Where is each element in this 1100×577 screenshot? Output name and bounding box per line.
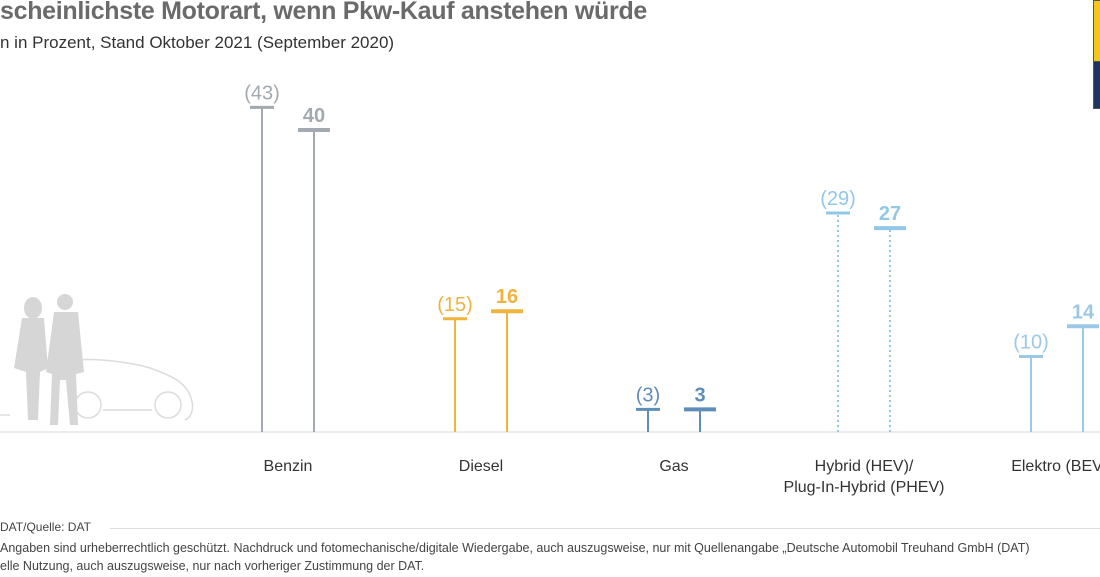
chart-subtitle: n in Prozent, Stand Oktober 2021 (Septem… <box>0 33 395 52</box>
category-label: Gas <box>659 458 688 475</box>
source-note: DAT/Quelle: DAT <box>0 520 91 534</box>
data-label: (29) <box>820 188 856 210</box>
data-label: (43) <box>244 82 280 104</box>
category-label: Plug-In-Hybrid (PHEV) <box>784 479 945 496</box>
category-label: Diesel <box>459 458 503 475</box>
data-label: (10) <box>1013 332 1049 354</box>
data-label: 40 <box>303 105 325 127</box>
category-label: Benzin <box>264 458 313 475</box>
data-label: 3 <box>694 384 705 406</box>
source-divider <box>110 528 1100 529</box>
dat-logo <box>1093 0 1100 109</box>
data-label: (3) <box>636 384 660 406</box>
copyright-line: elle Nutzung, auch auszugsweise, nur nac… <box>0 559 425 573</box>
copyright-line: Angaben sind urheberrechtlich geschützt.… <box>0 541 1030 555</box>
chart-title: scheinlichste Motorart, wenn Pkw-Kauf an… <box>0 0 648 25</box>
data-label: 16 <box>496 286 518 308</box>
data-label: 27 <box>879 203 901 225</box>
category-label: Elektro (BEV <box>1011 458 1100 475</box>
category-label: Hybrid (HEV)/ <box>815 458 914 475</box>
data-label: (15) <box>437 294 473 316</box>
copyright-note: Angaben sind urheberrechtlich geschützt.… <box>0 539 1030 575</box>
people-car-illustration <box>0 294 194 425</box>
lollipop-chart: (43) 40 Benzin (15) 16 Diesel (3) 3 Gas (29) 27 Hyb… <box>0 82 1100 496</box>
data-label: 14 <box>1072 301 1095 323</box>
